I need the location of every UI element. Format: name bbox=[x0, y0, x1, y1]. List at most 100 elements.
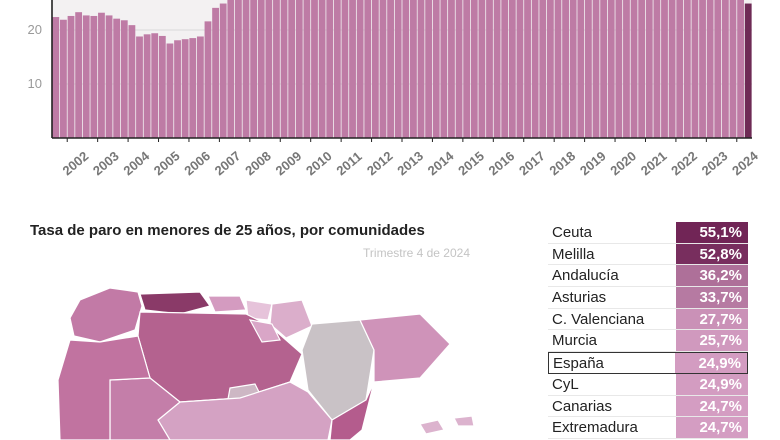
bar bbox=[463, 0, 471, 138]
bar bbox=[143, 34, 151, 138]
bar bbox=[318, 0, 326, 138]
x-tick-label: 2012 bbox=[364, 148, 396, 178]
x-tick-label: 2014 bbox=[425, 148, 457, 179]
bar bbox=[623, 0, 630, 138]
bar bbox=[546, 0, 554, 138]
ranking-row-espana: España 24,9% bbox=[548, 352, 748, 374]
map-region-la-rioja bbox=[248, 319, 281, 343]
x-tick-label: 2020 bbox=[607, 148, 639, 178]
bar bbox=[113, 18, 121, 138]
bar bbox=[82, 15, 90, 139]
ranking-region-value: 33,7% bbox=[676, 287, 748, 308]
bar bbox=[364, 0, 372, 138]
bar bbox=[151, 33, 159, 138]
x-tick-label: 2017 bbox=[516, 148, 548, 178]
x-tick-label: 2018 bbox=[546, 148, 578, 178]
x-tick-label: 2003 bbox=[90, 148, 122, 178]
ranking-row-canarias: Canarias 24,7% bbox=[548, 395, 748, 418]
bar bbox=[432, 0, 440, 138]
bar bbox=[196, 36, 204, 139]
x-tick-label: 2008 bbox=[242, 148, 274, 178]
ranking-region-value: 55,1% bbox=[676, 222, 748, 243]
bar bbox=[508, 0, 516, 138]
bar bbox=[440, 0, 448, 138]
bar bbox=[699, 0, 706, 138]
ranking-region-name: Murcia bbox=[552, 332, 598, 350]
ranking-row-melilla: Melilla 52,8% bbox=[548, 243, 748, 266]
map-title: Tasa de paro en menores de 25 años, por … bbox=[30, 222, 425, 239]
ranking-row-extremadura: Extremadura 24,7% bbox=[548, 417, 748, 439]
map-region-comunidad-valenciana bbox=[329, 381, 375, 440]
map-subtitle: Trimestre 4 de 2024 bbox=[363, 246, 470, 260]
bar bbox=[288, 0, 296, 138]
bar bbox=[250, 0, 258, 138]
ranking-region-value: 27,7% bbox=[676, 308, 748, 330]
x-tick-label: 2009 bbox=[273, 148, 305, 178]
map-region-galicia bbox=[69, 287, 143, 343]
bar bbox=[189, 38, 197, 138]
map-region-navarra bbox=[269, 299, 313, 339]
bar bbox=[158, 35, 166, 138]
ranking-region-value: 52,8% bbox=[676, 243, 748, 265]
x-tick-label: 2007 bbox=[212, 148, 244, 178]
bar bbox=[257, 0, 265, 138]
bar bbox=[569, 0, 577, 138]
ranking-region-value: 24,7% bbox=[676, 395, 748, 417]
bar bbox=[645, 0, 653, 138]
x-tick-label: 2010 bbox=[303, 148, 335, 178]
bar bbox=[554, 0, 562, 138]
ranking-row-asturias: Asturias 33,7% bbox=[548, 287, 748, 309]
ranking-row-ceuta: Ceuta 55,1% bbox=[548, 222, 748, 244]
ranking-region-name: Andalucía bbox=[552, 267, 619, 285]
bar bbox=[311, 0, 318, 138]
x-tick-label: 2016 bbox=[486, 148, 518, 178]
bar bbox=[661, 0, 668, 138]
ranking-region-value: 24,7% bbox=[676, 417, 748, 438]
bar bbox=[295, 0, 303, 138]
bar bbox=[349, 0, 356, 138]
map-region-asturias bbox=[139, 291, 211, 315]
bar bbox=[67, 15, 75, 139]
bar bbox=[280, 0, 288, 138]
bar bbox=[105, 15, 113, 139]
bar bbox=[721, 0, 729, 138]
ranking-region-name: Canarias bbox=[552, 397, 613, 415]
map-region-cataluna bbox=[359, 313, 451, 383]
bar bbox=[691, 0, 699, 138]
ranking-region-name: España bbox=[553, 355, 604, 373]
bar bbox=[371, 0, 379, 138]
bar bbox=[448, 0, 455, 138]
x-tick-label: 2006 bbox=[181, 148, 213, 178]
bar bbox=[676, 0, 684, 138]
x-tick-label: 2004 bbox=[120, 148, 152, 179]
bar bbox=[128, 25, 136, 138]
ranking-region-value: 24,9% bbox=[675, 353, 747, 373]
x-tick-label: 2024 bbox=[729, 148, 761, 179]
unemployment-ranking-table: Ceuta 55,1% Melilla 52,8% Andalucía 36,2… bbox=[548, 222, 748, 439]
bar bbox=[341, 0, 349, 138]
unemployment-bar-chart: 10 20 200220032004200520062007200820092010… bbox=[28, 0, 761, 179]
ranking-row-cyl: CyL 24,9% bbox=[548, 373, 748, 396]
bar bbox=[60, 19, 67, 139]
bar bbox=[166, 43, 174, 138]
bar bbox=[714, 0, 722, 138]
bar bbox=[410, 0, 417, 138]
bar bbox=[356, 0, 364, 138]
ranking-region-name: Melilla bbox=[552, 245, 595, 263]
ranking-region-name: C. Valenciana bbox=[552, 310, 645, 328]
bar bbox=[425, 0, 433, 138]
y-tick-label: 10 bbox=[28, 76, 42, 91]
bar bbox=[394, 0, 402, 138]
bar bbox=[653, 0, 661, 138]
bar bbox=[455, 0, 463, 138]
x-tick-label: 2005 bbox=[151, 148, 183, 178]
bar bbox=[683, 0, 691, 138]
bar bbox=[493, 0, 501, 138]
bar bbox=[387, 0, 394, 138]
ranking-region-name: Asturias bbox=[552, 289, 607, 307]
x-tick-label: 2015 bbox=[455, 148, 487, 178]
ranking-region-name: Extremadura bbox=[552, 419, 638, 437]
bar bbox=[402, 0, 410, 138]
bar bbox=[174, 40, 181, 139]
bar bbox=[219, 3, 227, 139]
